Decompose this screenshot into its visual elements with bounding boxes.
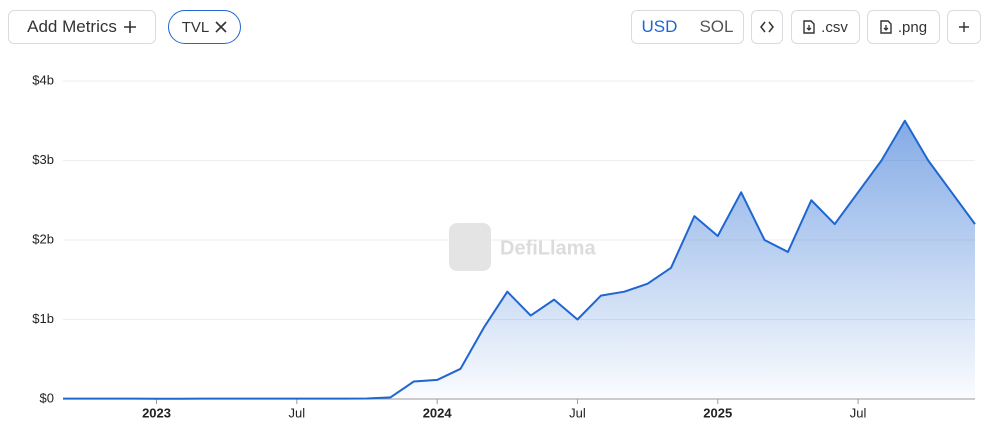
x-tick-label: Jul — [289, 405, 306, 420]
x-tick-label: 2023 — [142, 405, 171, 420]
plus-icon — [959, 22, 969, 32]
x-tick-label: Jul — [850, 405, 867, 420]
x-tick-label: Jul — [569, 405, 586, 420]
add-metrics-label: Add Metrics — [27, 17, 117, 36]
file-icon — [880, 20, 892, 34]
close-icon — [215, 21, 227, 33]
x-tick-label: 2024 — [423, 405, 453, 420]
embed-button[interactable] — [751, 10, 783, 44]
x-tick-label: 2025 — [703, 405, 732, 420]
currency-option[interactable]: USD — [641, 17, 678, 36]
currency-toggle: USD SOL — [631, 10, 744, 44]
code-icon — [760, 21, 774, 33]
metric-chip[interactable]: TVL — [168, 10, 241, 44]
csv-button[interactable]: .csv — [791, 10, 860, 44]
y-tick-label: $0 — [40, 390, 54, 405]
png-button[interactable]: .png — [867, 10, 940, 44]
watermark-logo — [449, 223, 491, 271]
currency-option[interactable]: SOL — [699, 17, 734, 36]
file-icon — [803, 20, 815, 34]
y-tick-label: $4b — [32, 72, 54, 87]
area — [63, 120, 975, 399]
more-button[interactable] — [947, 10, 981, 44]
plus-icon — [123, 21, 136, 33]
metric-label: TVL — [181, 18, 210, 36]
png-label: .png — [897, 18, 928, 36]
y-tick-label: $3b — [32, 152, 54, 167]
y-tick-label: $2b — [32, 231, 54, 246]
add-metrics-button[interactable]: Add Metrics — [8, 10, 156, 44]
watermark: DefiLlama — [500, 237, 596, 259]
csv-label: .csv — [821, 18, 848, 36]
y-tick-label: $1b — [32, 311, 54, 326]
line — [63, 119, 976, 400]
